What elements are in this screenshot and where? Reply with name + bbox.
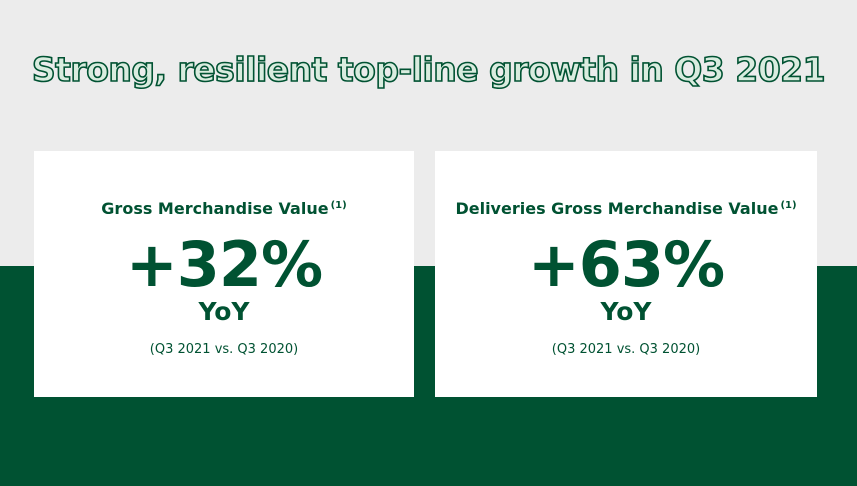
footnote: (1) — [330, 199, 347, 211]
footnote: (1) — [780, 199, 797, 211]
metric-note: (Q3 2021 vs. Q3 2020) — [149, 342, 299, 357]
card-title: Gross Merchandise Value — [101, 199, 329, 218]
card-title: Deliveries Gross Merchandise Value — [455, 199, 779, 218]
title: Strong, resilient top-line growth in Q3 … — [31, 49, 826, 90]
metric-unit: YoY — [198, 297, 250, 326]
metric-note: (Q3 2021 vs. Q3 2020) — [551, 342, 701, 357]
metric-unit: YoY — [600, 297, 652, 326]
card-title-row: Gross Merchandise Value (1) — [34, 199, 414, 218]
card-title-row: Deliveries Gross Merchandise Value (1) — [435, 199, 817, 218]
metric-card: Gross Merchandise Value (1) +32% YoY (Q3 … — [34, 151, 414, 397]
metric-value: +32% — [125, 228, 323, 301]
metric-value: +63% — [527, 228, 725, 301]
metric-card: Deliveries Gross Merchandise Value (1) +6… — [435, 151, 817, 397]
